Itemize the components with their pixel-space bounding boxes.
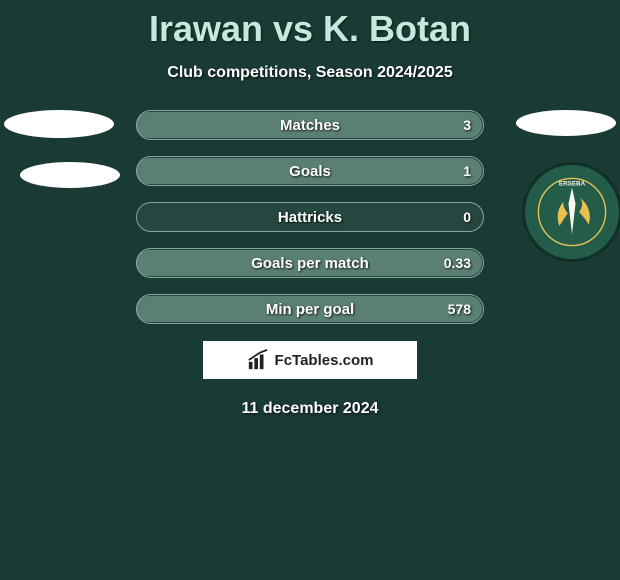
stat-value-right: 0.33: [444, 255, 471, 271]
stat-label: Goals per match: [251, 255, 369, 272]
stat-rows: Matches 3 Goals 1 Hattricks 0 Goals per match 0…: [136, 110, 484, 324]
brand-text: FcTables.com: [275, 352, 374, 369]
player-right-club-badge: ERSEBA: [522, 162, 620, 262]
stat-value-right: 1: [463, 163, 471, 179]
stat-value-right: 578: [448, 301, 471, 317]
stat-row: Min per goal 578: [136, 294, 484, 324]
chart-icon: [247, 349, 269, 371]
stat-row: Goals per match 0.33: [136, 248, 484, 278]
page-title: Irawan vs K. Botan: [0, 0, 620, 50]
stat-label: Hattricks: [278, 209, 342, 226]
stat-label: Matches: [280, 117, 340, 134]
svg-text:ERSEBA: ERSEBA: [559, 180, 586, 187]
generation-date: 11 december 2024: [0, 400, 620, 418]
stat-value-right: 3: [463, 117, 471, 133]
stat-label: Goals: [289, 163, 331, 180]
subtitle: Club competitions, Season 2024/2025: [0, 64, 620, 82]
player-left-club-placeholder: [20, 162, 120, 188]
stat-row: Matches 3: [136, 110, 484, 140]
player-right-avatar-placeholder: [516, 110, 616, 136]
brand-badge[interactable]: FcTables.com: [202, 340, 418, 380]
stat-row: Hattricks 0: [136, 202, 484, 232]
stat-row: Goals 1: [136, 156, 484, 186]
stats-area: ERSEBA Matches 3 Goals 1 Hattricks 0 Goals per…: [0, 110, 620, 324]
stat-value-right: 0: [463, 209, 471, 225]
stat-label: Min per goal: [266, 301, 354, 318]
shield-icon: ERSEBA: [537, 177, 607, 247]
player-left-avatar-placeholder: [4, 110, 114, 138]
